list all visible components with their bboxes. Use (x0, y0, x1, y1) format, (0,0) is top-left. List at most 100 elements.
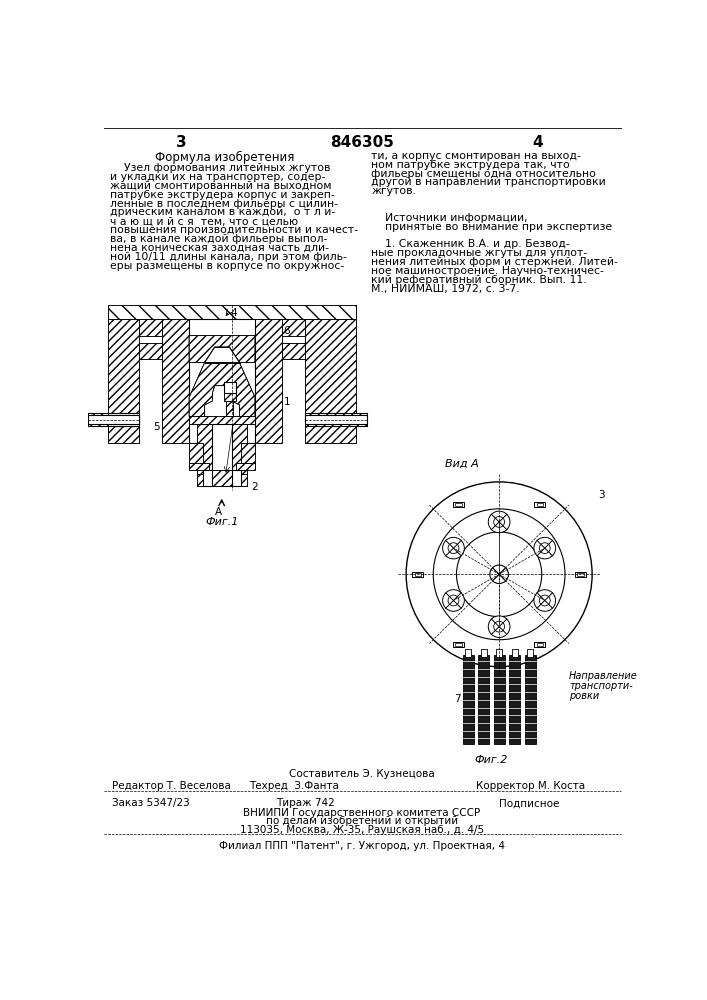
Text: ные прокладочные жгуты для уплот-: ные прокладочные жгуты для уплот- (371, 248, 588, 258)
Text: 5: 5 (153, 422, 160, 432)
Circle shape (433, 509, 565, 640)
Text: ч а ю щ и й с я  тем, что с целью: ч а ю щ и й с я тем, что с целью (110, 216, 298, 226)
Text: Источники информации,: Источники информации, (371, 213, 528, 223)
Circle shape (539, 543, 550, 554)
Bar (527, 649, 533, 657)
Text: 1: 1 (284, 397, 291, 407)
Polygon shape (282, 343, 305, 359)
Text: ном патрубке экструдера так, что: ном патрубке экструдера так, что (371, 160, 570, 170)
Circle shape (443, 537, 464, 559)
Text: еры размещены в корпусе по окружнос-: еры размещены в корпусе по окружнос- (110, 261, 344, 271)
Polygon shape (305, 415, 368, 424)
Bar (478, 655, 489, 744)
Text: Филиал ППП "Патент", г. Ужгород, ул. Проектная, 4: Филиал ППП "Патент", г. Ужгород, ул. Про… (219, 841, 505, 851)
Bar (455, 643, 462, 646)
Bar (465, 649, 472, 657)
Polygon shape (232, 424, 247, 474)
Text: Формула изобретения: Формула изобретения (155, 151, 294, 164)
Text: ВНИИПИ Государственного комитета СССР: ВНИИПИ Государственного комитета СССР (243, 808, 481, 818)
Polygon shape (107, 305, 356, 319)
Text: жгутов.: жгутов. (371, 186, 416, 196)
Circle shape (406, 482, 592, 667)
Text: 2: 2 (251, 482, 258, 492)
Text: ное машиностроение. Научно-техничес-: ное машиностроение. Научно-техничес- (371, 266, 604, 276)
Circle shape (534, 590, 556, 611)
Text: ной 10/11 длины канала, при этом филь-: ной 10/11 длины канала, при этом филь- (110, 252, 347, 262)
Text: транспорти-: транспорти- (569, 681, 633, 691)
Text: другой в направлении транспортировки: другой в направлении транспортировки (371, 177, 606, 187)
Bar (537, 503, 543, 506)
Text: жащий смонтированный на выходном: жащий смонтированный на выходном (110, 181, 332, 191)
Polygon shape (189, 463, 209, 470)
Polygon shape (212, 470, 232, 486)
Polygon shape (189, 443, 203, 463)
Circle shape (534, 537, 556, 559)
Text: ровки: ровки (569, 691, 599, 701)
Bar (537, 643, 543, 646)
Text: 3: 3 (176, 135, 187, 150)
Bar (575, 572, 586, 577)
Polygon shape (255, 319, 282, 443)
Text: Узел формования литейных жгутов: Узел формования литейных жгутов (110, 163, 330, 173)
Text: 846305: 846305 (330, 135, 394, 150)
Text: Подписное: Подписное (499, 798, 559, 808)
Bar (455, 503, 462, 506)
Circle shape (489, 511, 510, 533)
Polygon shape (226, 386, 233, 416)
Bar (512, 649, 518, 657)
Polygon shape (282, 319, 305, 336)
Text: 4: 4 (230, 308, 237, 318)
Text: Тираж 742: Тираж 742 (276, 798, 334, 808)
Bar (493, 655, 505, 744)
Circle shape (448, 595, 459, 606)
Circle shape (490, 565, 508, 584)
Circle shape (493, 621, 505, 632)
Polygon shape (232, 470, 241, 486)
Text: Заказ 5347/23: Заказ 5347/23 (112, 798, 189, 808)
Text: патрубке экструдера корпус и закреп-: патрубке экструдера корпус и закреп- (110, 190, 335, 200)
Text: повышения производительности и качест-: повышения производительности и качест- (110, 225, 358, 235)
Polygon shape (241, 443, 255, 463)
Text: Вид А: Вид А (445, 459, 479, 469)
Circle shape (457, 532, 542, 617)
Polygon shape (224, 382, 235, 393)
Polygon shape (107, 319, 139, 443)
Text: фильеры смещены одна относительно: фильеры смещены одна относительно (371, 169, 596, 179)
Text: 1. Скаженник В.А. и др. Безвод-: 1. Скаженник В.А. и др. Безвод- (371, 239, 570, 249)
Text: Корректор М. Коста: Корректор М. Коста (476, 781, 585, 791)
Text: 4: 4 (532, 135, 543, 150)
Bar (578, 573, 583, 576)
Text: ти, а корпус смонтирован на выход-: ти, а корпус смонтирован на выход- (371, 151, 581, 161)
Polygon shape (212, 424, 232, 474)
Bar (509, 655, 520, 744)
Polygon shape (162, 319, 189, 443)
Polygon shape (107, 413, 139, 426)
Polygon shape (139, 319, 162, 336)
Polygon shape (189, 336, 255, 363)
Bar (453, 502, 464, 507)
Polygon shape (203, 470, 212, 486)
Polygon shape (189, 416, 255, 424)
Text: по делам изобретений и открытий: по делам изобретений и открытий (266, 816, 458, 826)
Polygon shape (88, 413, 139, 426)
Bar (481, 649, 486, 657)
Text: Направление: Направление (569, 671, 638, 681)
Text: ленные в последнем фильеры с цилин-: ленные в последнем фильеры с цилин- (110, 199, 338, 209)
Text: кий реферативный сборник. Вып. 11.: кий реферативный сборник. Вып. 11. (371, 275, 587, 285)
Bar (534, 642, 545, 647)
Circle shape (493, 517, 505, 527)
Text: 3: 3 (598, 490, 605, 500)
Polygon shape (204, 347, 240, 363)
Text: Фиг.1: Фиг.1 (205, 517, 238, 527)
Bar (414, 573, 421, 576)
Bar (462, 655, 474, 744)
Text: Фиг.2: Фиг.2 (474, 755, 508, 765)
Text: Техред  З.Фанта: Техред З.Фанта (249, 781, 339, 791)
Bar (496, 649, 502, 657)
Text: 6: 6 (284, 326, 291, 336)
Text: 7: 7 (454, 694, 461, 704)
Polygon shape (189, 363, 255, 416)
Circle shape (448, 543, 459, 554)
Polygon shape (305, 319, 356, 443)
Text: A: A (215, 507, 222, 517)
